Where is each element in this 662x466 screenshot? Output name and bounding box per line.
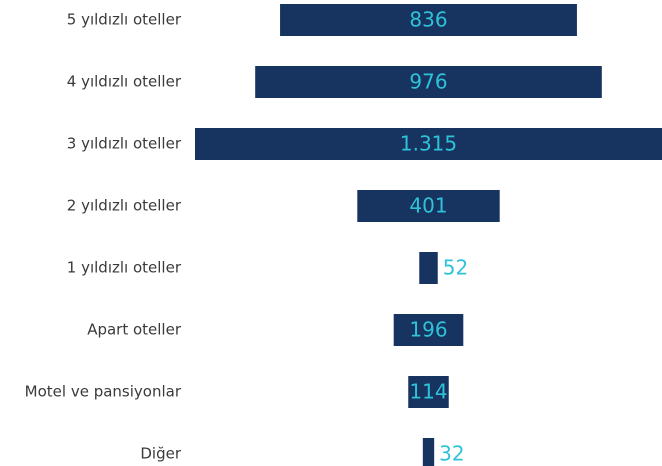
value-label: 976 <box>409 70 447 94</box>
category-label: 5 yıldızlı oteller <box>67 11 182 29</box>
bar <box>408 376 449 408</box>
value-label: 836 <box>409 8 447 32</box>
value-label: 196 <box>409 318 447 342</box>
value-label: 114 <box>409 380 447 404</box>
category-label: Diğer <box>140 445 181 463</box>
bar <box>357 190 500 222</box>
value-label: 32 <box>439 442 464 466</box>
value-label: 52 <box>443 256 468 280</box>
category-label: Apart oteller <box>87 321 182 339</box>
value-label: 1.315 <box>400 132 457 156</box>
bar <box>422 438 435 466</box>
bar <box>419 252 438 284</box>
category-label: 1 yıldızlı oteller <box>67 259 182 277</box>
bar <box>195 128 662 160</box>
value-label: 401 <box>409 194 447 218</box>
category-label: Motel ve pansiyonlar <box>25 383 182 401</box>
bar <box>280 4 577 36</box>
category-label: 4 yıldızlı oteller <box>67 73 182 91</box>
bar <box>393 314 464 346</box>
bar <box>255 66 602 98</box>
category-label: 3 yıldızlı oteller <box>67 135 182 153</box>
category-label: 2 yıldızlı oteller <box>67 197 182 215</box>
